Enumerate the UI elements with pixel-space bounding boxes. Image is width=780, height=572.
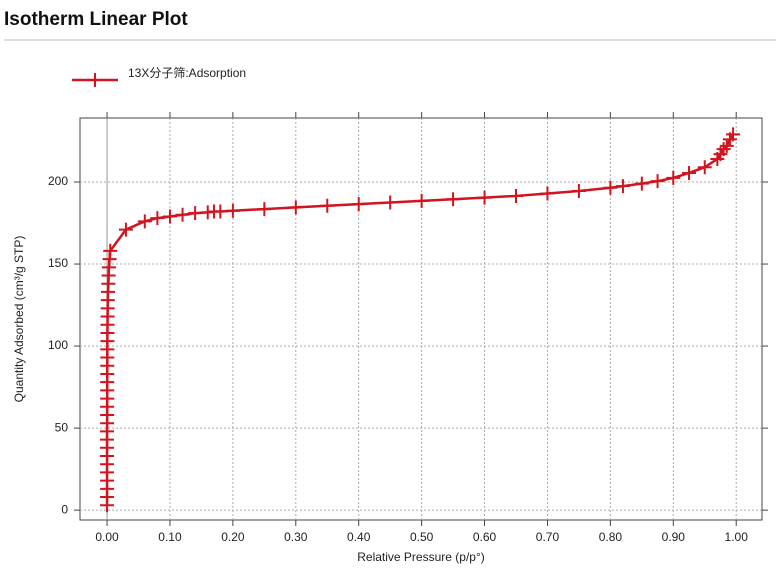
x-tick-label: 0.30 [284, 530, 308, 544]
marker [603, 180, 618, 195]
marker [225, 203, 240, 218]
y-tick-label: 100 [48, 338, 68, 352]
page-title: Isotherm Linear Plot [4, 9, 188, 30]
plot-frame [79, 117, 763, 521]
y-axis-title: Quantity Adsorbed (cm³/g STP) [12, 236, 26, 403]
marker [716, 142, 731, 157]
marker [88, 73, 102, 87]
marker [137, 214, 152, 229]
marker [383, 195, 398, 210]
y-tick-label: 0 [61, 502, 68, 516]
marker [650, 174, 665, 189]
marker [540, 186, 555, 201]
marker [213, 204, 228, 219]
marker [509, 188, 524, 203]
marker [103, 243, 118, 258]
marker [697, 160, 712, 175]
marker [257, 202, 272, 217]
x-tick-label: 0.80 [599, 530, 623, 544]
x-tick-label: 0.90 [662, 530, 686, 544]
marker [666, 170, 681, 185]
x-tick-label: 0.00 [95, 530, 119, 544]
marker [150, 211, 165, 226]
marker [288, 200, 303, 215]
x-tick-label: 0.20 [221, 530, 245, 544]
x-tick-label: 1.00 [725, 530, 749, 544]
marker [118, 222, 133, 237]
marker [414, 193, 429, 208]
x-tick-label: 0.70 [536, 530, 560, 544]
x-tick-label: 0.10 [158, 530, 182, 544]
marker [615, 179, 630, 194]
y-tick-label: 150 [48, 256, 68, 270]
marker [682, 165, 697, 180]
series-line [105, 133, 735, 506]
marker [351, 197, 366, 212]
marker [446, 192, 461, 207]
y-tick-label: 200 [48, 174, 68, 188]
marker [726, 127, 741, 142]
x-tick-label: 0.40 [347, 530, 371, 544]
marker [320, 198, 335, 213]
y-tick-label: 50 [55, 420, 69, 434]
marker [719, 138, 734, 153]
marker [162, 209, 177, 224]
marker [188, 206, 203, 221]
x-axis-title: Relative Pressure (p/p°) [357, 550, 485, 564]
x-tick-label: 0.60 [473, 530, 497, 544]
marker [634, 176, 649, 191]
marker [175, 207, 190, 222]
legend-label: 13X分子筛:Adsorption [128, 65, 246, 80]
x-tick-label: 0.50 [410, 530, 434, 544]
marker [571, 184, 586, 199]
marker [477, 190, 492, 205]
